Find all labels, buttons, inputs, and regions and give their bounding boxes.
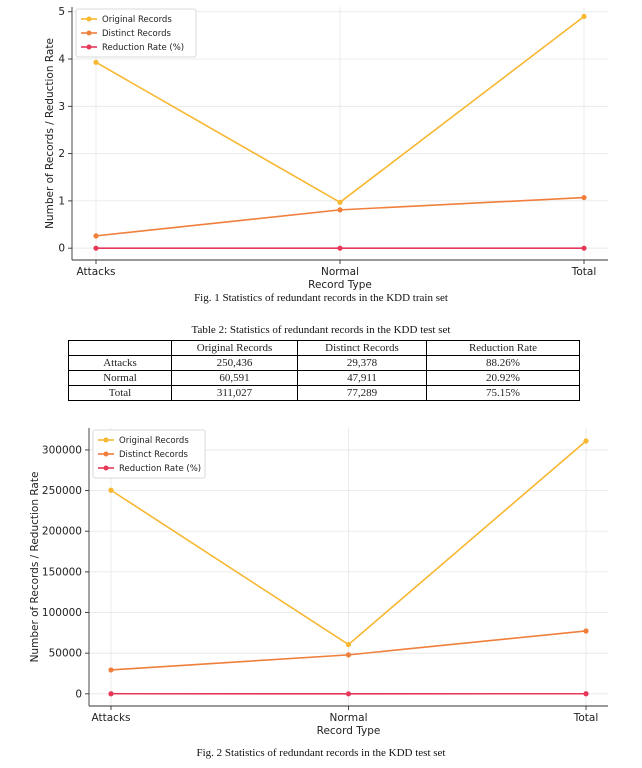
table-cell: 77,289 [297, 385, 427, 401]
table-row-label: Normal [68, 370, 172, 386]
table-header-cell: Reduction Rate [426, 340, 580, 356]
y-axis-label: Number of Records / Reduction Rate [44, 38, 56, 229]
x-tick-label: Attacks [92, 712, 131, 724]
data-point [581, 13, 587, 20]
legend-marker [86, 16, 92, 22]
x-tick-label: Attacks [77, 266, 116, 278]
data-point [581, 245, 587, 251]
data-point [583, 691, 589, 697]
data-point [581, 194, 587, 201]
y-tick-label: 300000 [42, 444, 82, 456]
table-cell: 47,911 [297, 370, 427, 386]
x-tick-label: Total [573, 712, 599, 724]
x-tick-label: Total [571, 266, 597, 278]
y-tick-label: 2 [58, 148, 65, 160]
legend-box [92, 429, 206, 479]
x-tick-label: Normal [321, 266, 359, 278]
data-point [583, 628, 589, 634]
table-title: Table 2: Statistics of redundant records… [191, 324, 451, 336]
table-row: Attacks 250,436 29,378 88.26% [68, 355, 580, 371]
table-header-cell: Original Records [171, 340, 298, 356]
data-point [337, 207, 343, 213]
y-tick-label: 100000 [42, 607, 82, 619]
legend-label: Original Records [119, 436, 189, 446]
legend-label: Reduction Rate (%) [119, 464, 201, 474]
table-row: Normal 60,591 47,911 20.92% [68, 370, 580, 386]
legend-label: Distinct Records [119, 450, 188, 460]
data-point [337, 245, 343, 251]
table-cell: 75.15% [426, 385, 580, 401]
legend-marker [86, 44, 92, 50]
y-tick-label: 1 [58, 195, 65, 207]
table-header-row: Original Records Distinct Records Reduct… [68, 340, 580, 356]
x-axis-label: Record Type [308, 279, 372, 290]
y-tick-label: 250000 [42, 485, 82, 497]
legend-marker [103, 437, 109, 443]
legend-box [75, 8, 197, 58]
legend-marker [103, 465, 109, 471]
train-set-line-chart: 0 1 2 3 4 5 Attacks Normal Total Record Type Numbe… [44, 6, 608, 290]
legend-marker [86, 30, 92, 36]
data-point [93, 245, 99, 251]
legend-label: Reduction Rate (%) [102, 43, 184, 53]
x-tick-label: Normal [330, 712, 368, 724]
data-point [108, 667, 114, 673]
data-point [93, 233, 99, 239]
y-tick-label: 150000 [42, 566, 82, 578]
table-header-cell: Distinct Records [297, 340, 427, 356]
y-axis-label: Number of Records / Reduction Rate [29, 472, 41, 663]
table-cell: 60,591 [171, 370, 298, 386]
legend-label: Original Records [102, 15, 172, 25]
y-tick-label: 4 [58, 54, 65, 66]
x-axis-label: Record Type [317, 725, 381, 737]
data-point [108, 691, 114, 697]
legend-label: Distinct Records [102, 29, 171, 39]
table-cell: 29,378 [297, 355, 427, 371]
test-set-statistics-table: Original Records Distinct Records Reduct… [68, 340, 580, 401]
fig2-caption: Fig. 2 Statistics of redundant records i… [196, 747, 446, 759]
table-row-label: Total [68, 385, 172, 401]
fig1-caption: Fig. 1 Statistics of redundant records i… [194, 292, 448, 304]
table-cell: 250,436 [171, 355, 298, 371]
data-point [345, 691, 352, 697]
table-cell: 20.92% [426, 370, 580, 386]
data-point [337, 199, 343, 205]
y-tick-label: 5 [58, 6, 65, 18]
data-point [108, 487, 114, 493]
table-row: Total 311,027 77,289 75.15% [68, 385, 580, 401]
data-point [345, 652, 352, 658]
table-header-cell [68, 340, 172, 356]
legend-marker [103, 451, 109, 457]
y-tick-label: 50000 [49, 648, 82, 660]
y-tick-label: 0 [75, 688, 82, 700]
y-tick-label: 200000 [42, 526, 82, 538]
test-set-line-chart: 0 50000 100000 150000 200000 250000 300000 Atta… [29, 428, 608, 737]
data-point [345, 641, 352, 648]
table-cell: 311,027 [171, 385, 298, 401]
table-row-label: Attacks [68, 355, 172, 371]
data-point [93, 59, 99, 65]
y-tick-label: 0 [58, 243, 65, 255]
table-cell: 88.26% [426, 355, 580, 371]
y-tick-label: 3 [58, 101, 65, 113]
data-point [583, 438, 589, 444]
